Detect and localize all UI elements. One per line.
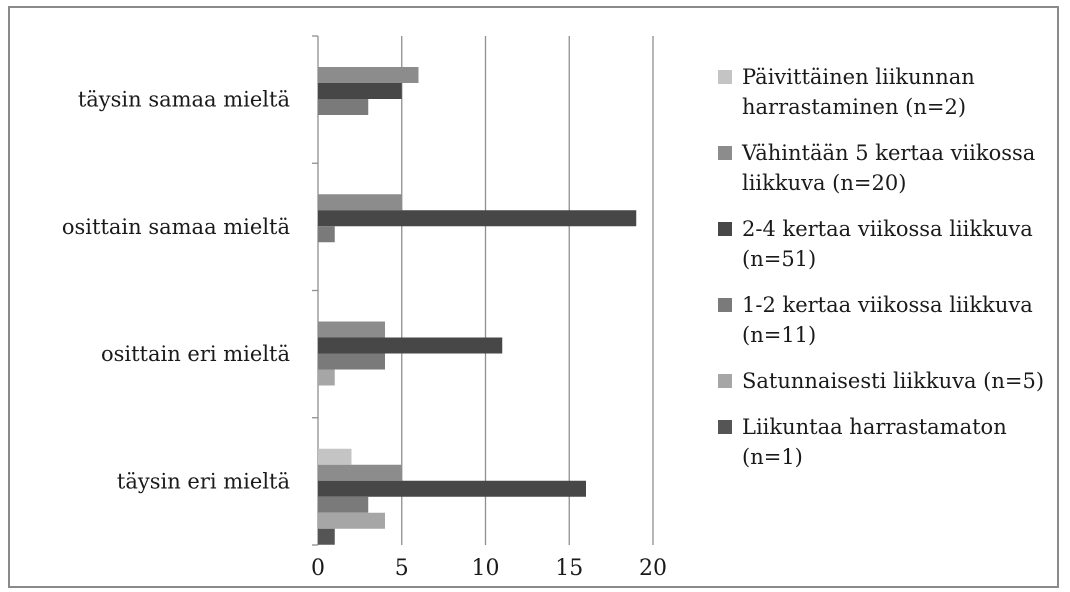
legend-item: Päivittäinen liikunnan harrastaminen (n=… [718,62,1063,122]
bar [318,337,503,354]
legend-label: Päivittäinen liikunnan harrastaminen (n=… [742,65,975,119]
bar [318,83,402,99]
bar [318,464,402,481]
legend-item: 1-2 kertaa viikossa liikkuva (n=11) [718,290,1063,350]
bar [318,226,335,243]
legend-label: 2-4 kertaa viikossa liikkuva (n=51) [742,217,1033,271]
x-tick-label: 5 [395,556,409,581]
bar [318,210,637,227]
x-tick-label: 20 [639,556,667,581]
x-tick-label: 0 [311,556,325,581]
chart-legend: Päivittäinen liikunnan harrastaminen (n=… [718,62,1063,488]
category-label: täysin eri mieltä [117,469,290,493]
legend-item: 2-4 kertaa viikossa liikkuva (n=51) [718,214,1063,274]
legend-label: Vähintään 5 kertaa viikossa liikkuva (n=… [742,141,1036,195]
bar [318,480,586,497]
legend-swatch [718,146,732,160]
legend-item: Vähintään 5 kertaa viikossa liikkuva (n=… [718,138,1063,198]
legend-swatch [718,298,732,312]
bar [318,321,385,338]
legend-swatch [718,420,732,434]
bar [318,496,369,513]
x-tick-label: 10 [472,556,500,581]
bar [318,194,402,211]
legend-swatch [718,70,732,84]
bar [318,528,335,545]
x-tick-label: 15 [555,556,583,581]
category-label: osittain samaa mieltä [62,215,290,239]
category-label: täysin samaa mieltä [78,88,290,112]
legend-label: Liikuntaa harrastamaton (n=1) [742,415,1007,469]
category-label: osittain eri mieltä [101,342,290,366]
legend-label: 1-2 kertaa viikossa liikkuva (n=11) [742,293,1033,347]
legend-swatch [718,374,732,388]
bar [318,512,385,529]
bar [318,99,369,115]
legend-item: Satunnaisesti liikkuva (n=5) [718,366,1063,396]
bar [318,67,419,83]
bar [318,369,335,386]
legend-label: Satunnaisesti liikkuva (n=5) [742,369,1045,393]
bar [318,353,385,370]
legend-item: Liikuntaa harrastamaton (n=1) [718,412,1063,472]
legend-swatch [718,222,732,236]
bar [318,448,352,465]
